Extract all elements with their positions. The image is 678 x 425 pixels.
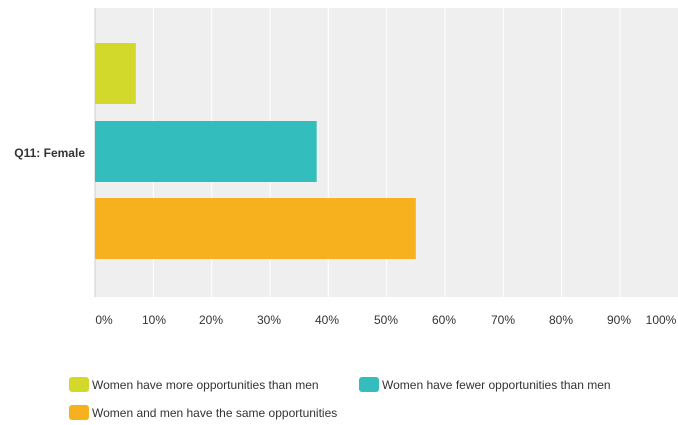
x-tick-label: 60% [432,313,456,327]
x-axis-ticks: 0% 10% 20% 30% 40% 50% 60% 70% 80% 90% 100% [95,313,676,327]
bars [95,43,416,259]
x-tick-label: 0% [95,313,113,327]
bar-2 [95,198,416,259]
x-tick-label: 40% [315,313,339,327]
x-tick-label: 10% [142,313,166,327]
x-tick-label: 100% [646,313,677,327]
bar-0 [95,43,136,104]
x-tick-label: 80% [549,313,573,327]
x-tick-label: 20% [199,313,223,327]
x-tick-label: 50% [374,313,398,327]
x-tick-label: 70% [491,313,515,327]
category-label: Q11: Female [14,146,85,160]
bar-1 [95,121,317,182]
x-tick-label: 90% [607,313,631,327]
x-tick-label: 30% [257,313,281,327]
